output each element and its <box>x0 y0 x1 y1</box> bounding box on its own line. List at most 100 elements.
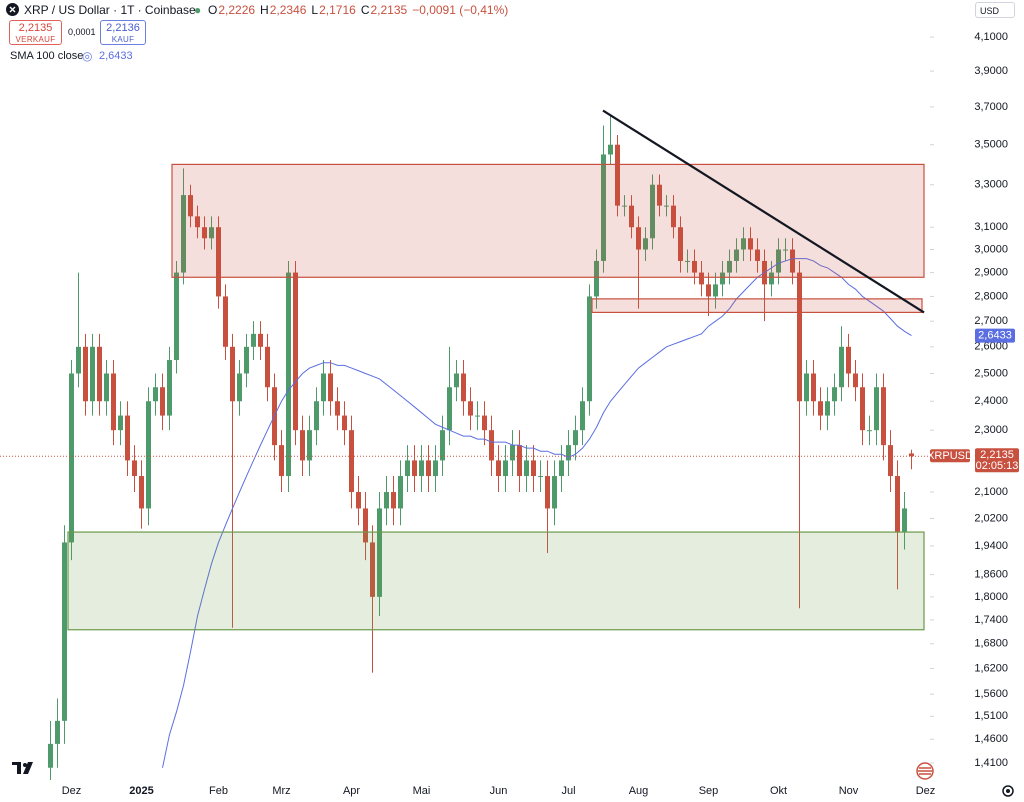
candle-body <box>832 387 837 402</box>
candle-body <box>461 373 466 402</box>
candle-body <box>538 476 543 478</box>
ohlc-key: L <box>311 3 319 17</box>
candle-body <box>552 476 557 509</box>
y-tick-label: 1,7400 <box>974 614 1008 626</box>
symbol-logo <box>6 3 19 19</box>
y-tick-label: 2,1000 <box>974 486 1008 498</box>
plot-area <box>48 116 914 780</box>
x-tick-label: Mrz <box>272 785 290 797</box>
candle-body <box>622 205 627 207</box>
y-tick-label: 1,6200 <box>974 662 1008 674</box>
symbol-title[interactable]: XRP / US Dollar · 1T · Coinbase <box>24 3 196 17</box>
indicator-name[interactable]: SMA 100 close <box>10 50 84 62</box>
candle-body <box>69 373 74 543</box>
x-tick-label: Okt <box>770 785 787 797</box>
candle-body <box>251 333 256 347</box>
candle-body <box>174 272 179 361</box>
candle-body <box>433 460 438 477</box>
candle-body <box>209 227 214 239</box>
candle-body <box>111 373 116 431</box>
candle-body <box>846 346 851 374</box>
ohlc-value: 2,2226 <box>218 3 256 17</box>
candle-body <box>181 195 186 273</box>
candle-body <box>517 445 522 477</box>
candle-body <box>587 296 592 402</box>
y-tick-label: 2,4000 <box>974 395 1008 407</box>
candle-body <box>657 184 662 206</box>
candle-body <box>748 238 753 250</box>
sma-line <box>162 258 912 768</box>
candle-body <box>769 272 774 285</box>
candle-body <box>314 401 319 431</box>
candle-body <box>202 227 207 239</box>
candle-body <box>419 460 424 477</box>
x-tick-label: Dez <box>916 785 936 797</box>
y-tick-label: 3,7000 <box>974 101 1008 113</box>
symbol-tag-label: XRPUSD <box>927 450 973 462</box>
candle-body <box>468 401 473 416</box>
candle-body <box>776 249 781 273</box>
candle-body <box>692 260 697 273</box>
candle-body <box>755 249 760 261</box>
y-tick-label: 1,9400 <box>974 540 1008 552</box>
currency-select[interactable]: USD <box>975 2 1015 18</box>
indicator-icon[interactable]: ◎ <box>82 49 93 63</box>
candle-body <box>489 430 494 461</box>
candle-body <box>566 445 571 461</box>
spread: 0,0001 <box>68 27 96 37</box>
y-tick-label: 3,5000 <box>974 139 1008 151</box>
candle-body <box>713 284 718 297</box>
candle-body <box>265 346 270 388</box>
candle-body <box>76 346 81 374</box>
price-change: −0,0091 (−0,41%) <box>412 3 509 17</box>
candle-body <box>48 743 53 768</box>
settings-icon[interactable] <box>1002 785 1014 797</box>
candle-body <box>860 387 865 431</box>
candle-body <box>825 401 830 416</box>
buy-button[interactable]: 2,2136 KAUF <box>100 20 146 45</box>
sell-label: VERKAUF <box>15 35 56 44</box>
y-tick-label: 1,8000 <box>974 591 1008 603</box>
candle-body <box>475 415 480 417</box>
sell-price: 2,2135 <box>18 22 53 34</box>
candle-body <box>125 415 130 461</box>
y-tick-label: 2,7000 <box>974 315 1008 327</box>
candle-body <box>629 205 634 228</box>
y-tick-label: 1,4100 <box>974 757 1008 769</box>
candle-body <box>783 249 788 251</box>
candle-body <box>104 373 109 402</box>
candle-body <box>132 460 137 477</box>
candle-body <box>594 260 599 297</box>
candle-body <box>300 430 305 461</box>
candle-body <box>685 260 690 262</box>
candle-body <box>230 346 235 402</box>
candle-body <box>440 430 445 461</box>
candle-body <box>90 346 95 402</box>
candle-body <box>160 387 165 416</box>
candle-body <box>398 476 403 509</box>
sell-button[interactable]: 2,2135 VERKAUF <box>9 20 62 45</box>
candle-body <box>874 387 879 431</box>
candle-body <box>335 401 340 416</box>
candle-body <box>503 460 508 477</box>
y-tick-label: 2,0200 <box>974 512 1008 524</box>
candle-body <box>643 238 648 250</box>
x-tick-label: Jun <box>490 785 508 797</box>
candle-body <box>279 445 284 477</box>
y-tick-label: 2,3000 <box>974 424 1008 436</box>
candle-body <box>559 460 564 477</box>
candle-body <box>734 249 739 261</box>
y-tick-label: 4,1000 <box>974 31 1008 43</box>
candle-body <box>286 272 291 477</box>
candle-body <box>237 373 242 402</box>
candle-body <box>531 460 536 477</box>
candle-body <box>650 184 655 239</box>
candle-body <box>405 460 410 477</box>
candle-body <box>139 476 144 509</box>
candle-body <box>55 720 60 744</box>
flag-icon[interactable] <box>916 762 934 780</box>
candle-body <box>195 216 200 228</box>
candle-body <box>601 154 606 261</box>
